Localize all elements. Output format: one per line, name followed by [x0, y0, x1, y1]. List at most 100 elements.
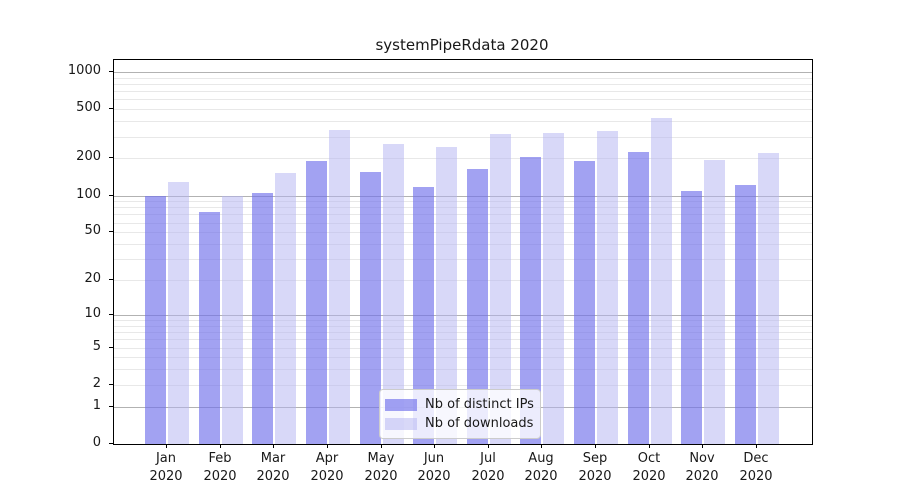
y-tick-label: 20	[84, 271, 101, 286]
grid-line-minor	[114, 348, 812, 349]
y-tick-label: 500	[76, 100, 101, 115]
x-tick	[434, 444, 435, 448]
grid-line-minor	[114, 137, 812, 138]
y-tick-label: 50	[84, 223, 101, 238]
grid-line-minor	[114, 320, 812, 321]
bar-distinct-ips-aug	[520, 157, 541, 444]
y-tick-label: 5	[92, 339, 101, 354]
grid-line-minor	[114, 326, 812, 327]
x-tick	[273, 444, 274, 448]
y-tick-label: 10	[84, 306, 101, 321]
bar-distinct-ips-feb	[199, 212, 220, 444]
bar-downloads-mar	[275, 173, 296, 444]
y-tick-label: 2	[92, 376, 101, 391]
y-tick	[109, 71, 113, 72]
plot-area	[113, 59, 813, 445]
bar-downloads-nov	[704, 160, 725, 444]
x-tick-label: Nov 2020	[685, 451, 719, 484]
x-tick-label: Mar 2020	[256, 451, 290, 484]
x-tick-label: Jun 2020	[417, 451, 451, 484]
legend-swatch-distinct-ips	[385, 398, 417, 411]
grid-line-minor	[114, 84, 812, 85]
y-tick-label: 1	[92, 398, 101, 413]
grid-line-minor	[114, 244, 812, 245]
bar-distinct-ips-dec	[735, 185, 756, 444]
x-tick	[756, 444, 757, 448]
y-tick	[109, 384, 113, 385]
grid-line-minor	[114, 332, 812, 333]
grid-line-minor	[114, 91, 812, 92]
x-tick-label: May 2020	[364, 451, 398, 484]
bar-distinct-ips-jul	[467, 169, 488, 444]
x-tick-label: Oct 2020	[632, 451, 666, 484]
x-tick	[702, 444, 703, 448]
grid-line-minor	[114, 369, 812, 370]
grid-line-minor	[114, 158, 812, 159]
y-tick	[109, 108, 113, 109]
bar-downloads-aug	[543, 133, 564, 444]
x-tick	[541, 444, 542, 448]
y-tick	[109, 347, 113, 348]
grid-line-minor	[114, 121, 812, 122]
x-tick	[220, 444, 221, 448]
bar-downloads-jul	[490, 134, 511, 444]
legend-item-downloads: Nb of downloads	[385, 414, 534, 433]
bar-downloads-oct	[651, 118, 672, 444]
bar-downloads-may	[383, 144, 404, 444]
grid-line-minor	[114, 280, 812, 281]
y-tick-label: 0	[92, 435, 101, 450]
grid-line-minor	[114, 339, 812, 340]
grid-line-minor	[114, 357, 812, 358]
y-tick-label: 200	[76, 149, 101, 164]
bar-downloads-dec	[758, 153, 779, 444]
bar-distinct-ips-sep	[574, 161, 595, 444]
x-tick-label: Sep 2020	[578, 451, 612, 484]
grid-line-minor	[114, 207, 812, 208]
bar-distinct-ips-jun	[413, 187, 434, 444]
legend-swatch-downloads	[385, 417, 417, 430]
y-tick	[109, 443, 113, 444]
x-tick	[649, 444, 650, 448]
bar-distinct-ips-oct	[628, 152, 649, 444]
legend-item-distinct-ips: Nb of distinct IPs	[385, 395, 534, 414]
grid-line-minor	[114, 385, 812, 386]
y-tick	[109, 406, 113, 407]
grid-line-minor	[114, 109, 812, 110]
bar-downloads-jan	[168, 182, 189, 444]
bar-downloads-jun	[436, 147, 457, 444]
grid-line-major	[114, 72, 812, 73]
bar-downloads-sep	[597, 131, 618, 444]
grid-line-minor	[114, 201, 812, 202]
x-tick-label: Apr 2020	[310, 451, 344, 484]
bar-distinct-ips-jan	[145, 196, 166, 444]
bar-distinct-ips-apr	[306, 161, 327, 444]
grid-line-minor	[114, 99, 812, 100]
y-tick	[109, 195, 113, 196]
grid-line-minor	[114, 232, 812, 233]
x-tick-label: Feb 2020	[203, 451, 237, 484]
x-tick	[327, 444, 328, 448]
x-tick	[166, 444, 167, 448]
y-tick	[109, 231, 113, 232]
legend-label-downloads: Nb of downloads	[425, 416, 534, 431]
y-tick	[109, 279, 113, 280]
y-tick-label: 100	[76, 187, 101, 202]
bar-downloads-feb	[222, 196, 243, 444]
grid-line-minor	[114, 78, 812, 79]
grid-line-major	[114, 196, 812, 197]
y-tick	[109, 157, 113, 158]
x-tick-label: Dec 2020	[739, 451, 773, 484]
x-tick-label: Jan 2020	[149, 451, 183, 484]
bar-distinct-ips-nov	[681, 191, 702, 444]
grid-line-minor	[114, 214, 812, 215]
y-tick	[109, 314, 113, 315]
legend: Nb of distinct IPs Nb of downloads	[379, 389, 541, 439]
chart-title: systemPipeRdata 2020	[375, 36, 549, 54]
grid-line-minor	[114, 223, 812, 224]
grid-line-major	[114, 315, 812, 316]
x-tick	[381, 444, 382, 448]
bar-distinct-ips-mar	[252, 193, 273, 444]
x-tick-label: Jul 2020	[471, 451, 505, 484]
legend-label-distinct-ips: Nb of distinct IPs	[425, 397, 534, 412]
